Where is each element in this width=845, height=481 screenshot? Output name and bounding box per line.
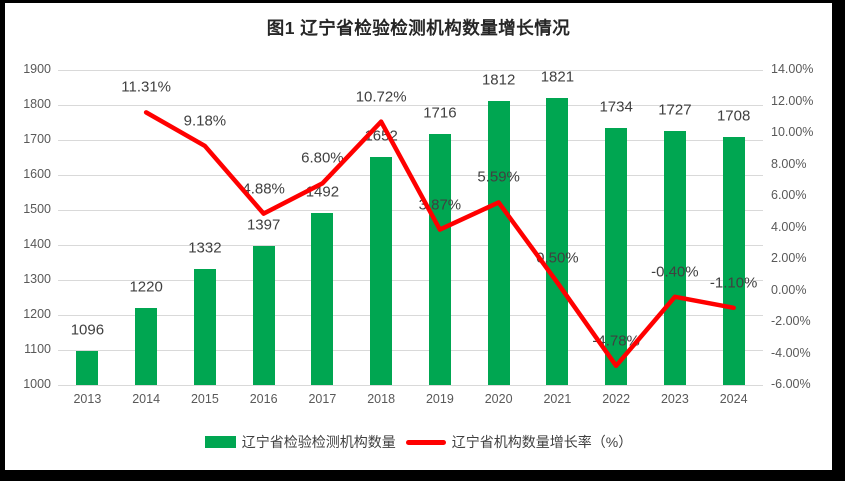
legend: 辽宁省检验检测机构数量 辽宁省机构数量增长率（%）	[5, 432, 832, 452]
x-axis-tick-2014: 2014	[132, 392, 161, 406]
y-axis-right-tick--4.00%: -4.00%	[771, 345, 811, 360]
bar-value-label-2019: 1716	[423, 104, 457, 122]
growth-label-2017: 6.80%	[301, 149, 344, 167]
x-axis-tick-2023: 2023	[660, 392, 689, 406]
growth-label-2023: -0.40%	[651, 263, 699, 281]
bar-2013	[76, 351, 99, 385]
y-axis-right-tick--2.00%: -2.00%	[771, 314, 811, 328]
y-axis-left-tick-1400: 1400	[23, 237, 51, 251]
bar-2024	[722, 137, 745, 385]
x-axis-tick-2021: 2021	[543, 392, 572, 406]
y-axis-left-tick-1900: 1900	[23, 62, 51, 76]
y-axis-left-tick-1800: 1800	[23, 97, 51, 111]
x-axis-tick-2024: 2024	[719, 392, 748, 406]
bar-value-label-2018: 1652	[364, 127, 398, 145]
y-axis-right-tick-10.00%: 10.00%	[771, 125, 814, 139]
gridline-1500	[58, 209, 763, 211]
bar-value-label-2016: 1397	[246, 216, 281, 234]
bar-value-label-2024: 1708	[716, 107, 751, 125]
y-axis-left-tick-1100: 1100	[24, 342, 51, 356]
growth-label-2014: 11.31%	[121, 78, 172, 96]
bar-2016	[252, 246, 275, 385]
bar-series-swatch-icon	[204, 436, 236, 448]
x-axis-tick-2015: 2015	[190, 392, 219, 406]
bar-2015	[193, 268, 216, 385]
y-axis-right-tick-8.00%: 8.00%	[771, 156, 807, 171]
growth-label-2022: -4.78%	[592, 332, 640, 350]
bar-value-label-2022: 1734	[599, 98, 633, 116]
bar-value-label-2013: 1096	[70, 321, 105, 339]
x-axis-tick-2018: 2018	[367, 392, 396, 406]
line-series-swatch-icon	[405, 439, 446, 445]
bar-2023	[663, 130, 686, 385]
gridline-1900	[58, 69, 763, 71]
bar-2021	[546, 97, 569, 385]
legend-label-line-series: 辽宁省机构数量增长率（%）	[451, 434, 633, 450]
y-axis-right-tick-6.00%: 6.00%	[771, 188, 807, 202]
growth-label-2019: 3.87%	[418, 196, 462, 214]
gridline-1800	[58, 104, 763, 106]
x-axis-tick-2020: 2020	[484, 392, 513, 406]
x-axis-tick-2017: 2017	[308, 392, 337, 406]
y-axis-left-tick-1200: 1200	[23, 307, 51, 321]
growth-label-2016: 4.88%	[242, 180, 285, 198]
growth-label-2015: 9.18%	[183, 112, 227, 130]
gridline-1600	[58, 174, 763, 176]
bar-2014	[135, 308, 158, 385]
y-axis-right-tick-2.00%: 2.00%	[771, 251, 807, 265]
y-axis-right-tick--6.00%: -6.00%	[771, 377, 811, 391]
bar-2018	[370, 156, 393, 385]
bar-2017	[311, 212, 334, 385]
bar-2020	[487, 100, 510, 385]
bar-value-label-2020: 1812	[481, 71, 516, 89]
gridline-1200	[58, 314, 763, 316]
bar-2019	[428, 134, 451, 385]
gridline-1100	[58, 349, 763, 351]
y-axis-left-tick-1300: 1300	[23, 272, 51, 286]
x-axis-tick-2022: 2022	[602, 392, 631, 406]
y-axis-left-tick-1000: 1000	[23, 377, 51, 391]
growth-label-2021: 0.50%	[536, 249, 579, 267]
gridline-1700	[58, 139, 763, 141]
gridline-1000	[58, 384, 763, 386]
plot-area: 1000 1100 1200 1300 1400 1500 1600 1700 1800 1900…	[5, 3, 832, 470]
legend-label-bar-series: 辽宁省检验检测机构数量	[241, 434, 396, 450]
bar-value-label-2014: 1220	[129, 278, 163, 296]
y-axis-right-tick-14.00%: 14.00%	[771, 62, 814, 76]
growth-label-2020: 5.59%	[477, 168, 520, 186]
growth-label-2018: 10.72%	[355, 88, 407, 106]
bar-value-label-2015: 1332	[188, 239, 222, 257]
y-axis-right-tick-0.00%: 0.00%	[771, 282, 807, 297]
x-axis-tick-2016: 2016	[249, 392, 278, 406]
chart-title: 图1 辽宁省检验检测机构数量增长情况	[266, 18, 571, 38]
y-axis-left-tick-1500: 1500	[23, 202, 51, 216]
y-axis-right-tick-4.00%: 4.00%	[771, 219, 807, 234]
x-axis-tick-2019: 2019	[425, 392, 454, 406]
bar-value-label-2017: 1492	[305, 183, 340, 201]
growth-label-2024: -1.10%	[709, 274, 758, 292]
y-axis-right-tick-12.00%: 12.00%	[771, 93, 814, 108]
bar-value-label-2023: 1727	[658, 101, 692, 119]
gridline-1400	[58, 244, 763, 246]
y-axis-left-tick-1700: 1700	[23, 132, 51, 146]
bar-value-label-2021: 1821	[540, 68, 575, 86]
x-axis-tick-2013: 2013	[73, 392, 102, 406]
y-axis-left-tick-1600: 1600	[23, 167, 51, 181]
